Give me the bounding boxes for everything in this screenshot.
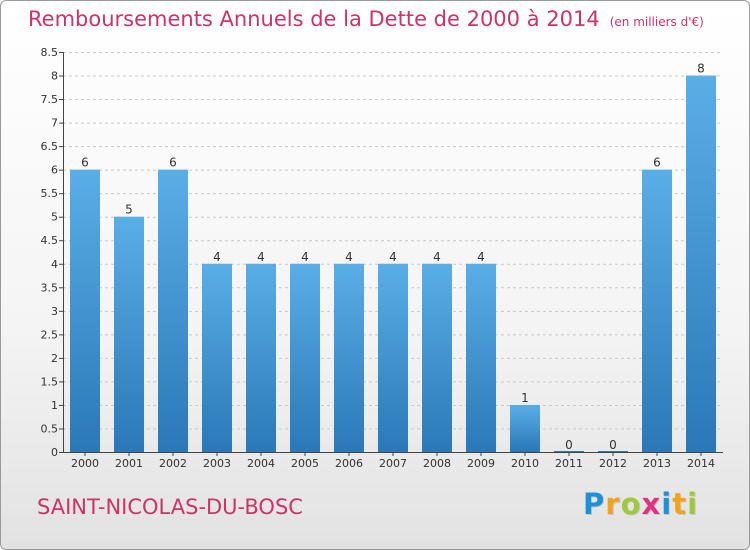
bar [378,263,408,452]
x-tick-label: 2006 [335,457,363,470]
chart-title-text: Remboursements Annuels de la Dette de 20… [28,7,600,31]
x-tick-label: 2010 [511,457,539,470]
x-tick-label: 2012 [599,457,627,470]
y-tick-label: 5.5 [41,187,59,200]
bar [334,263,364,452]
y-tick-label: 4.5 [41,234,59,247]
x-tick-label: 2002 [159,457,187,470]
bar [422,263,452,452]
axes: 0 0.5 1 1.5 2 2.5 3 3.5 4 4.5 5 5.5 6 6.5 7 7.5 8 8.5 2000… [41,46,723,470]
x-tick-label: 2008 [423,457,451,470]
x-tick-label: 2001 [115,457,143,470]
y-tick-label: 7.5 [41,93,59,106]
y-tick-label: 8.5 [41,46,59,59]
y-tick-label: 1.5 [41,375,59,388]
y-tick-label: 0 [51,446,58,459]
y-tick-label: 3.5 [41,281,59,294]
y-tick-label: 2.5 [41,328,59,341]
y-tick-label: 4 [51,258,58,271]
x-tick-label: 2014 [687,457,715,470]
chart-title-unit: (en milliers d'€) [609,15,704,29]
y-tick-label: 5 [51,211,58,224]
data-label: 0 [565,438,573,452]
logo-letter: r [605,487,621,521]
bar [246,263,276,452]
data-label: 8 [697,62,705,76]
data-label: 4 [433,250,441,264]
data-label: 6 [653,156,661,170]
logo-letter: x [641,487,662,521]
bar [70,169,100,452]
bar [158,169,188,452]
data-label: 6 [169,156,177,170]
logo-letter: i [687,487,699,521]
bar [466,263,496,452]
data-label: 4 [345,250,353,264]
bars [70,75,716,452]
data-label: 4 [389,250,397,264]
bar [686,75,716,452]
y-tick-label: 1 [51,399,58,412]
x-tick-label: 2009 [467,457,495,470]
proxiti-logo: Proxiti [583,487,698,521]
bar [510,404,540,452]
y-tick-label: 7 [51,117,58,130]
bar [290,263,320,452]
x-tick-label: 2000 [71,457,99,470]
logo-letter: o [620,487,642,521]
x-tick-label: 2003 [203,457,231,470]
logo-letter: i [661,487,673,521]
bar [598,451,628,452]
logo-letter: P [583,487,606,521]
commune-name: SAINT-NICOLAS-DU-BOSC [37,495,303,519]
x-tick-label: 2013 [643,457,671,470]
x-tick-label: 2004 [247,457,275,470]
y-tick-label: 2 [51,352,58,365]
y-tick-label: 0.5 [41,422,59,435]
data-label: 4 [301,250,309,264]
x-tick-label: 2005 [291,457,319,470]
data-label: 4 [257,250,265,264]
data-labels: 6 5 6 4 4 4 4 4 4 4 1 0 0 6 8 [81,62,705,452]
logo-letter: t [672,487,688,521]
x-tick-label: 2007 [379,457,407,470]
data-label: 4 [477,250,485,264]
y-tick-label: 8 [51,70,58,83]
bar [114,216,144,452]
y-tick-label: 6 [51,164,58,177]
chart-title: Remboursements Annuels de la Dette de 20… [28,7,704,31]
x-tick-label: 2011 [555,457,583,470]
bar [642,169,672,452]
y-tick-label: 3 [51,305,58,318]
data-label: 5 [125,203,133,217]
data-label: 1 [521,391,529,405]
y-tick-label: 6.5 [41,140,59,153]
bar [202,263,232,452]
bar [554,451,584,452]
data-label: 6 [81,156,89,170]
data-label: 0 [609,438,617,452]
data-label: 4 [213,250,221,264]
